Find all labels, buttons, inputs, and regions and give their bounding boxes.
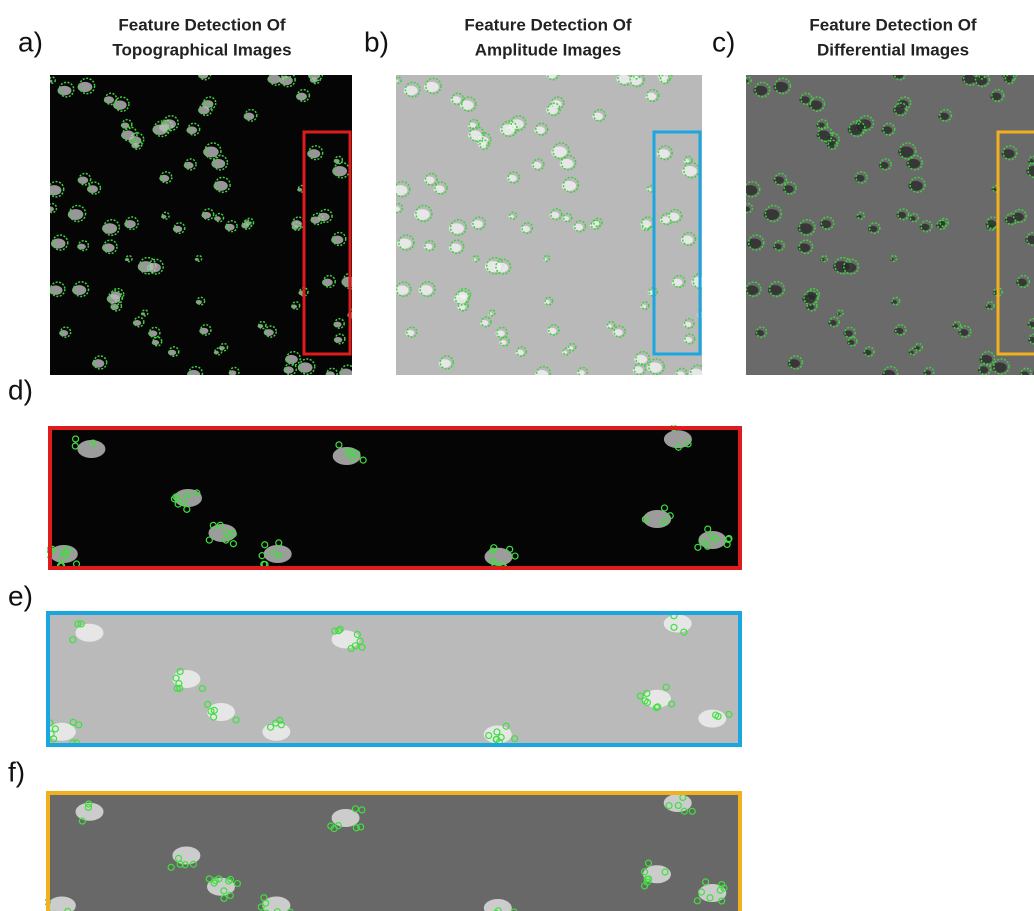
particle [764, 209, 780, 220]
particle [307, 149, 320, 158]
particle [773, 244, 782, 250]
strip-background [50, 428, 740, 568]
panel-title: Feature Detection Of [118, 15, 286, 34]
particle [267, 74, 280, 83]
zoom-strip [46, 425, 740, 570]
panel-label: b) [364, 26, 389, 57]
particle [689, 369, 702, 378]
particle [882, 370, 895, 379]
particle [46, 206, 54, 211]
particle [1001, 149, 1014, 158]
particle [990, 93, 1001, 101]
panel-label: f) [8, 756, 25, 787]
particle [802, 294, 815, 303]
strip-background [48, 793, 740, 911]
particle [551, 147, 567, 158]
micrograph [392, 68, 709, 380]
micrograph [46, 68, 359, 380]
panel-label: d) [8, 374, 33, 405]
particle [107, 294, 120, 303]
particle [634, 355, 647, 364]
particle [434, 185, 445, 193]
particle [881, 126, 892, 134]
particle [454, 294, 467, 303]
particle [203, 147, 219, 158]
panel-title: Differential Images [817, 40, 969, 59]
particle [322, 279, 333, 287]
panel-label: c) [712, 26, 735, 57]
particle [645, 93, 656, 101]
particle [449, 223, 464, 234]
particle [47, 185, 62, 195]
particle [68, 209, 84, 220]
particle [848, 125, 863, 135]
particle [187, 370, 200, 379]
panel-title: Amplitude Images [475, 40, 621, 59]
particle [698, 710, 726, 728]
particle [534, 126, 545, 134]
particle [392, 206, 400, 211]
particle [664, 430, 692, 448]
particle [76, 803, 104, 821]
micrograph [742, 68, 1034, 380]
particle [979, 355, 992, 364]
images [44, 68, 1034, 911]
particle [102, 223, 117, 234]
particle [339, 369, 352, 378]
particle [742, 206, 750, 211]
particle [672, 279, 683, 287]
particle [152, 125, 167, 135]
particle [643, 510, 671, 528]
particle [798, 223, 813, 234]
zoom-strip [44, 793, 740, 911]
panel-title: Topographical Images [112, 40, 291, 59]
particle [77, 244, 86, 250]
page: a) b) c) Feature Detection Of Topographi… [0, 0, 1034, 911]
particle [285, 355, 298, 364]
particle [500, 125, 515, 135]
particle [87, 185, 98, 193]
particle [424, 244, 433, 250]
particle [393, 185, 408, 195]
panel-label: a) [18, 26, 43, 57]
panel-title: Feature Detection Of [464, 15, 632, 34]
particle [962, 74, 975, 83]
particle [186, 126, 197, 134]
strip-background [48, 613, 740, 745]
figure: a) b) c) Feature Detection Of Topographi… [0, 0, 1034, 911]
particle [77, 440, 105, 458]
panel-label: e) [8, 580, 33, 611]
particle [1016, 279, 1027, 287]
panel-title: Feature Detection Of [809, 15, 977, 34]
zoom-strip [47, 613, 740, 746]
particle [664, 615, 692, 633]
particle [535, 370, 548, 379]
particle [414, 209, 430, 220]
particle [783, 185, 794, 193]
particle [616, 74, 629, 83]
particle [485, 548, 513, 566]
particle [296, 93, 307, 101]
particle [657, 149, 670, 158]
particle [743, 185, 758, 195]
